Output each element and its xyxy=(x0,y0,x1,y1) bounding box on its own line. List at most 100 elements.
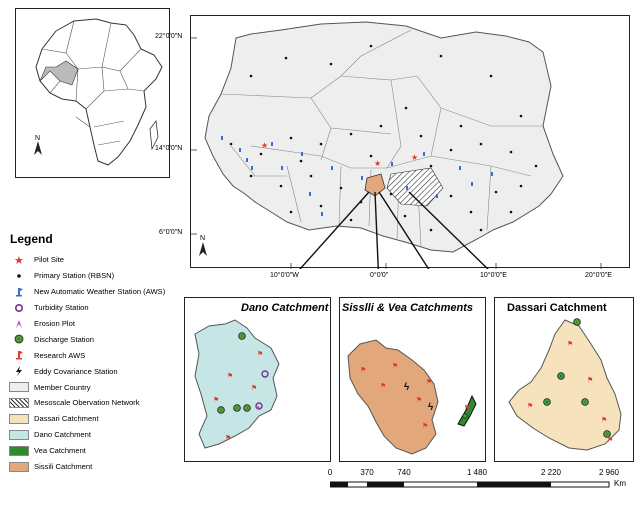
main-north-label: N xyxy=(200,235,205,242)
scale-label-1480: 1 480 xyxy=(466,468,488,477)
lon-label-0: 0°0'0" xyxy=(370,272,389,279)
svg-text:★: ★ xyxy=(411,153,418,162)
scale-label-0: 0 xyxy=(327,468,333,477)
connector-arrows xyxy=(299,191,489,269)
legend-title: Legend xyxy=(10,232,53,246)
svg-text:ϟ: ϟ xyxy=(428,402,434,413)
svg-text:⚑: ⚑ xyxy=(422,422,428,430)
dassari-panel-title: Dassari Catchment xyxy=(507,302,607,314)
svg-text:⚑: ⚑ xyxy=(527,402,533,410)
sissili-vea-map: ⚑ ⚑ ⚑ ⚑ ⚑ ⚑ ⚑ ϟ ϟ xyxy=(347,339,477,455)
legend-symbol-fill-icon xyxy=(8,413,30,425)
africa-inset-map: N xyxy=(15,8,170,178)
legend-item-label: Vea Catchment xyxy=(34,446,86,456)
legend-item-label: Dassari Catchment xyxy=(34,414,99,424)
lon-label-20e: 20°0'0"E xyxy=(585,272,612,279)
west-africa-svg: ★ ★ ★ N xyxy=(191,21,602,269)
svg-text:⚑: ⚑ xyxy=(360,366,366,374)
legend-symbol-aws-icon xyxy=(8,349,30,361)
rbsn-stations xyxy=(229,44,538,232)
legend-item-label: Dano Catchment xyxy=(34,430,91,440)
legend-item: Mesoscale Obervation Network xyxy=(8,395,184,411)
svg-text:✦: ✦ xyxy=(255,404,261,412)
legend-item-label: Turbidity Station xyxy=(34,303,89,313)
lat-label-22n: 22°0'0"N xyxy=(155,33,183,40)
legend-item: Member Country xyxy=(8,379,184,395)
mesoscale-network-area xyxy=(386,167,444,207)
sissili-catchment xyxy=(347,339,439,455)
legend-symbol-fill-icon xyxy=(8,429,30,441)
aws-stations xyxy=(221,136,493,216)
legend-item-label: New Automatic Weather Station (AWS) xyxy=(34,287,166,297)
legend-item: Dano Catchment xyxy=(8,427,184,443)
pilot-sites: ★ ★ ★ xyxy=(261,141,418,168)
dano-catchment-panel: Dano Catchment ⚑ ⚑ ⚑ ⚑ ⚑ ✦ xyxy=(184,297,331,462)
sissili-area xyxy=(364,173,386,197)
scale-label-2960: 2 960 xyxy=(598,468,620,477)
scale-label-740: 740 xyxy=(397,468,411,477)
scale-bar: 0 370 740 1 480 2 220 2 960 Km xyxy=(327,468,630,504)
sissili-vea-catchment-panel: Sisslli & Vea Catchments ⚑ ⚑ ⚑ ⚑ ⚑ ⚑ ⚑ ϟ ϟ xyxy=(339,297,486,462)
legend-item-label: Research AWS xyxy=(34,350,86,360)
legend-items: ★ Pilot Site Primary Station (RBSN) New Aut… xyxy=(8,252,184,474)
legend-item: Discharge Station xyxy=(8,331,184,347)
africa-outline: N xyxy=(34,18,163,166)
svg-text:⚑: ⚑ xyxy=(464,404,470,412)
vea-catchment xyxy=(457,394,477,427)
legend-item: Dassari Catchment xyxy=(8,411,184,427)
scale-label-2220: 2 220 xyxy=(540,468,562,477)
dassari-catchment xyxy=(508,319,622,451)
member-countries xyxy=(204,21,564,253)
legend-item: ★ Pilot Site xyxy=(8,252,184,268)
svg-text:★: ★ xyxy=(374,159,381,168)
legend-item-label: Sissili Catchment xyxy=(34,462,93,472)
legend-item-label: Member Country xyxy=(34,382,91,392)
legend-item: Erosion Plot xyxy=(8,316,184,332)
legend-item-label: Pilot Site xyxy=(34,255,64,265)
legend-symbol-discharge-icon xyxy=(8,333,30,345)
legend: Legend ★ Pilot Site Primary Station (RBSN)… xyxy=(8,232,184,474)
sissili-vea-panel-title: Sisslli & Vea Catchments xyxy=(342,302,474,314)
legend-symbol-star-icon: ★ xyxy=(8,254,30,266)
legend-item: Vea Catchment xyxy=(8,443,184,459)
legend-item: Sissili Catchment xyxy=(8,459,184,475)
dano-catchment xyxy=(194,319,280,449)
west-africa-map: ★ ★ ★ N xyxy=(190,15,630,269)
legend-symbol-bolt-icon xyxy=(8,365,30,377)
svg-text:⚑: ⚑ xyxy=(416,396,422,404)
svg-text:⚑: ⚑ xyxy=(225,434,231,442)
svg-text:⚑: ⚑ xyxy=(426,378,432,386)
svg-text:ϟ: ϟ xyxy=(404,382,410,393)
svg-text:⚑: ⚑ xyxy=(380,382,386,390)
svg-text:⚑: ⚑ xyxy=(227,372,233,380)
legend-symbol-fill-icon xyxy=(8,445,30,457)
inset-north-arrow xyxy=(34,141,42,155)
legend-item-label: Eddy Covariance Station xyxy=(34,366,118,376)
svg-text:⚑: ⚑ xyxy=(251,384,257,392)
legend-symbol-fill-icon xyxy=(8,461,30,473)
dassari-map: ⚑ ⚑ ⚑ ⚑ ⚑ xyxy=(508,318,622,451)
lon-label-10e: 10°0'0"E xyxy=(480,272,507,279)
scale-label-370: 370 xyxy=(360,468,374,477)
lat-label-6n: 6°0'0"N xyxy=(159,229,183,236)
scale-unit: Km xyxy=(614,479,626,488)
svg-text:⚑: ⚑ xyxy=(607,436,613,444)
legend-item-label: Primary Station (RBSN) xyxy=(34,271,115,281)
legend-symbol-ring-icon xyxy=(8,302,30,314)
legend-item: Research AWS xyxy=(8,347,184,363)
legend-item: Primary Station (RBSN) xyxy=(8,268,184,284)
svg-text:★: ★ xyxy=(14,255,24,266)
main-north-arrow xyxy=(199,242,207,256)
dano-map: ⚑ ⚑ ⚑ ⚑ ⚑ ✦ xyxy=(194,319,280,449)
legend-item: New Automatic Weather Station (AWS) xyxy=(8,284,184,300)
svg-text:★: ★ xyxy=(261,141,268,150)
lat-label-14n: 14°0'0"N xyxy=(155,145,183,152)
legend-item: Eddy Covariance Station xyxy=(8,363,184,379)
svg-text:⚑: ⚑ xyxy=(587,376,593,384)
legend-item-label: Discharge Station xyxy=(34,334,94,344)
legend-symbol-dot-icon xyxy=(8,270,30,282)
dassari-catchment-panel: Dassari Catchment ⚑ ⚑ ⚑ ⚑ ⚑ xyxy=(494,297,634,462)
legend-symbol-hatch-icon xyxy=(8,397,30,409)
legend-item-label: Erosion Plot xyxy=(34,319,75,328)
legend-item: Turbidity Station xyxy=(8,300,184,316)
